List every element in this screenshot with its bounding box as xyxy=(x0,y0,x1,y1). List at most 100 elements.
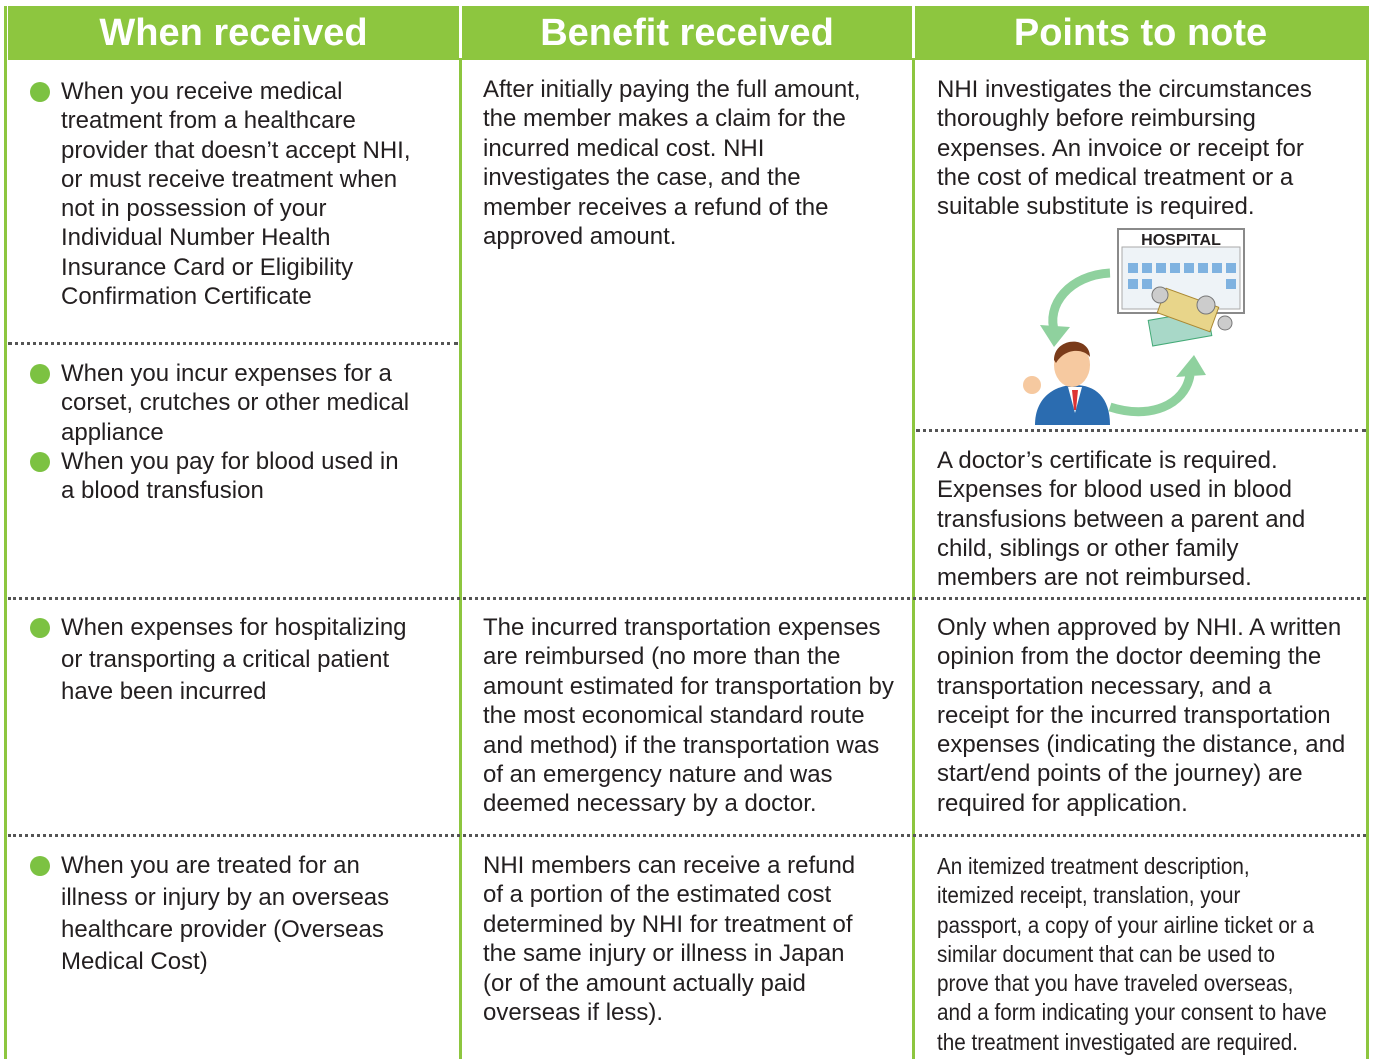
text-line: the treatment investigated are required. xyxy=(937,1028,1298,1055)
text-line: not in possession of your xyxy=(61,195,327,223)
text-line: Insurance Card or Eligibility xyxy=(61,253,354,281)
person xyxy=(1023,341,1110,425)
arrow xyxy=(1108,373,1195,417)
text-line: When expenses for hospitalizing xyxy=(61,614,407,641)
column-header: When received xyxy=(8,6,459,60)
text-line: have been incurred xyxy=(61,678,267,705)
text-line: deemed necessary by a doctor. xyxy=(483,790,817,818)
separator xyxy=(916,429,1366,432)
text-line: NHI investigates the circumstances xyxy=(937,76,1312,103)
text-line: or must receive treatment when xyxy=(61,165,398,193)
text-line: When you incur expenses for a xyxy=(61,360,392,387)
text-line: incurred medical cost. NHI xyxy=(483,134,765,162)
text-line: determined by NHI for treatment of xyxy=(483,910,853,938)
arrow-head xyxy=(1040,325,1070,347)
paragraph: When you incur expenses for a corset, cru… xyxy=(61,359,409,447)
text-line: member receives a refund of the xyxy=(483,193,829,221)
text-line: transfusions between a parent and xyxy=(937,505,1306,533)
text-line: An itemized treatment description, xyxy=(937,853,1250,879)
text-line: Medical Cost) xyxy=(61,948,208,975)
text-line: of a portion of the estimated cost xyxy=(483,881,832,909)
text-line: opinion from the doctor deeming the xyxy=(937,643,1322,671)
paragraph: After initially paying the full amount, t… xyxy=(483,75,861,251)
border xyxy=(4,6,7,1059)
column-divider xyxy=(459,58,462,1059)
text-line: Confirmation Certificate xyxy=(61,283,312,311)
text-line: When you are treated for an xyxy=(61,852,360,879)
text-line: transportation necessary, and a xyxy=(937,672,1272,700)
paragraph: When you are treated for an illness or in… xyxy=(61,850,389,978)
text-line: The incurred transportation expenses xyxy=(483,614,881,641)
text-line: are reimbursed (no more than the xyxy=(483,643,841,671)
column-header: Points to note xyxy=(915,6,1366,60)
text-line: child, siblings or other family xyxy=(937,534,1239,562)
money xyxy=(1147,286,1233,347)
paragraph: NHI investigates the circumstances thorou… xyxy=(937,75,1312,221)
text-line: A doctor’s certificate is required. xyxy=(937,447,1278,474)
arrow xyxy=(1048,268,1111,335)
paragraph: NHI members can receive a refund of a por… xyxy=(483,851,855,1027)
separator xyxy=(8,597,1366,600)
bullet xyxy=(30,363,50,384)
text-line: receipt for the incurred transportation xyxy=(937,701,1331,729)
text-line: After initially paying the full amount, xyxy=(483,76,861,103)
text-line: or transporting a critical patient xyxy=(61,646,390,673)
text-line: expenses (indicating the distance, and xyxy=(937,731,1346,759)
text-line: required for application. xyxy=(937,789,1188,817)
text-line: and a form indicating your consent to ha… xyxy=(937,999,1327,1026)
text-line: passport, a copy of your airline ticket … xyxy=(937,911,1315,938)
paragraph: When you pay for blood used in a blood tr… xyxy=(61,447,399,506)
text-line: start/end points of the journey) are xyxy=(937,760,1303,788)
border xyxy=(1366,6,1369,1059)
text-line: approved amount. xyxy=(483,223,677,251)
text-line: thoroughly before reimbursing xyxy=(937,105,1256,133)
text-line: When you pay for blood used in xyxy=(61,448,399,475)
column-header: Benefit received xyxy=(462,6,912,60)
bullet xyxy=(30,81,50,102)
text-line: Only when approved by NHI. A written xyxy=(937,614,1342,641)
illustration: HOSPITAL xyxy=(1023,228,1245,425)
text-line: healthcare provider (Overseas xyxy=(61,916,384,943)
text-line: and method) if the transportation was xyxy=(483,731,880,759)
paragraph: An itemized treatment description, itemiz… xyxy=(937,852,1327,1057)
text-line: Expenses for blood used in blood xyxy=(937,476,1292,504)
text-line: treatment from a healthcare xyxy=(61,107,356,135)
paragraph: The incurred transportation expenses are … xyxy=(483,613,894,819)
text-line: similar document that can be used to xyxy=(937,940,1275,967)
text-line: members are not reimbursed. xyxy=(937,564,1252,592)
separator xyxy=(8,342,458,345)
arrow-head xyxy=(1176,355,1206,377)
paragraph: When you receive medical treatment from a… xyxy=(61,77,411,311)
text-line: provider that doesn’t accept NHI, xyxy=(61,136,411,164)
bullet xyxy=(30,618,50,638)
text-line: (or of the amount actually paid xyxy=(483,969,806,997)
text-line: the cost of medical treatment or a xyxy=(937,163,1294,191)
text-line: itemized receipt, translation, your xyxy=(937,882,1241,909)
text-line: appliance xyxy=(61,418,164,446)
text-line: expenses. An invoice or receipt for xyxy=(937,134,1304,162)
bullet xyxy=(30,856,50,876)
text-line: the most economical standard route xyxy=(483,702,865,730)
text-line: prove that you have traveled overseas, xyxy=(937,970,1294,997)
column-divider xyxy=(912,58,915,1059)
text-line: overseas if less). xyxy=(483,999,664,1027)
text-line: of an emergency nature and was xyxy=(483,761,833,789)
text-line: When you receive medical xyxy=(61,78,343,105)
text-line: suitable substitute is required. xyxy=(937,193,1255,221)
text-line: investigates the case, and the xyxy=(483,164,801,192)
text-line: NHI members can receive a refund xyxy=(483,852,856,879)
separator xyxy=(8,834,1366,837)
hospital-label: HOSPITAL xyxy=(1141,232,1221,249)
paragraph: A doctor’s certificate is required. Expen… xyxy=(937,446,1305,592)
text-line: corset, crutches or other medical xyxy=(61,389,410,417)
text-line: amount estimated for transportation by xyxy=(483,672,894,700)
text-line: illness or injury by an overseas xyxy=(61,884,390,911)
text-line: a blood transfusion xyxy=(61,477,264,505)
text-line: Individual Number Health xyxy=(61,224,331,252)
paragraph: When expenses for hospitalizing or transp… xyxy=(61,612,407,708)
paragraph: Only when approved by NHI. A written opin… xyxy=(937,613,1345,818)
text-line: the member makes a claim for the xyxy=(483,105,846,133)
bullet xyxy=(30,451,50,472)
text-line: the same injury or illness in Japan xyxy=(483,940,845,968)
